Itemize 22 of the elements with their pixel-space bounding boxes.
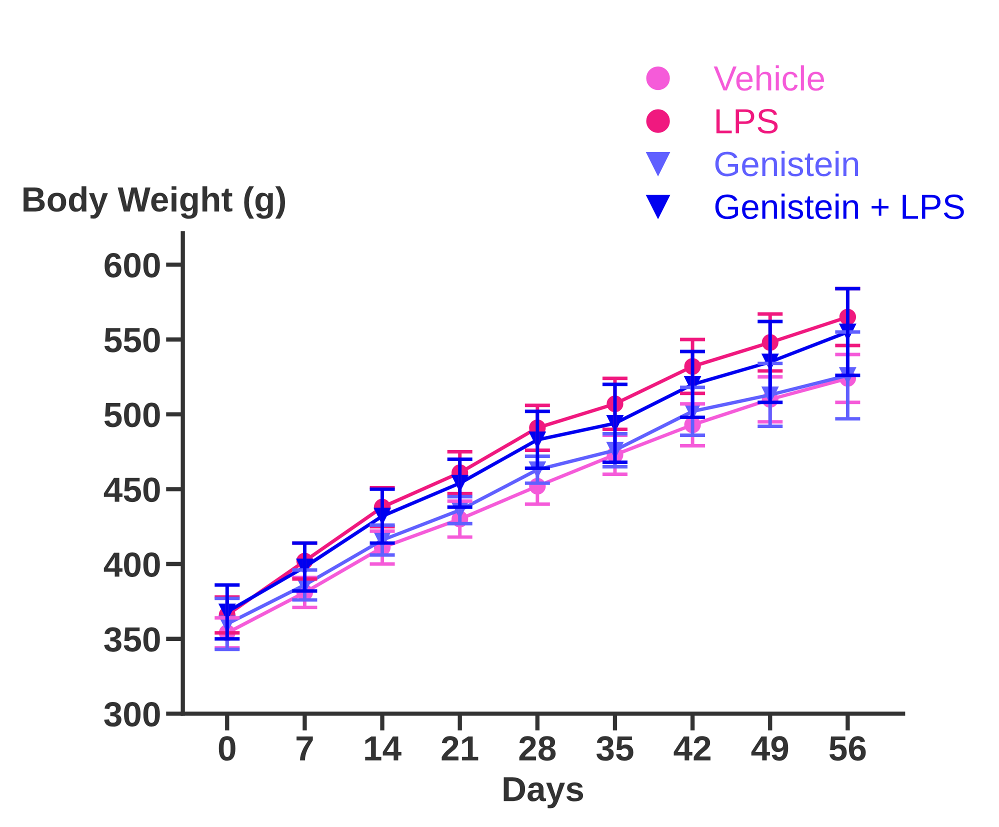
y-axis-title: Body Weight (g) (24, 186, 286, 219)
y-tick-label: 400 (104, 552, 160, 577)
y-tick-label: 350 (104, 627, 160, 652)
y-tick-label: 300 (104, 702, 160, 727)
legend-label: Genistein + LPS (715, 194, 964, 220)
y-tick-label: 600 (104, 252, 160, 278)
x-tick-label: 0 (218, 736, 236, 761)
x-axis-title: Days (504, 777, 584, 808)
x-tick-label: 49 (751, 736, 788, 761)
x-tick-label: 21 (442, 736, 478, 760)
x-tick-label: 7 (296, 736, 313, 760)
y-tick-label: 550 (104, 328, 160, 352)
x-tick-label: 28 (519, 736, 556, 761)
legend-label: Genistein (715, 150, 858, 176)
x-tick-label: 42 (674, 736, 710, 760)
y-tick-label: 450 (104, 478, 160, 502)
legend-label: Vehicle (714, 65, 824, 91)
x-tick-label: 35 (596, 736, 634, 761)
y-tick-label: 500 (104, 402, 160, 428)
x-tick-label: 56 (829, 736, 866, 761)
x-tick-label: 14 (365, 736, 402, 760)
legend-label: LPS (716, 108, 778, 134)
